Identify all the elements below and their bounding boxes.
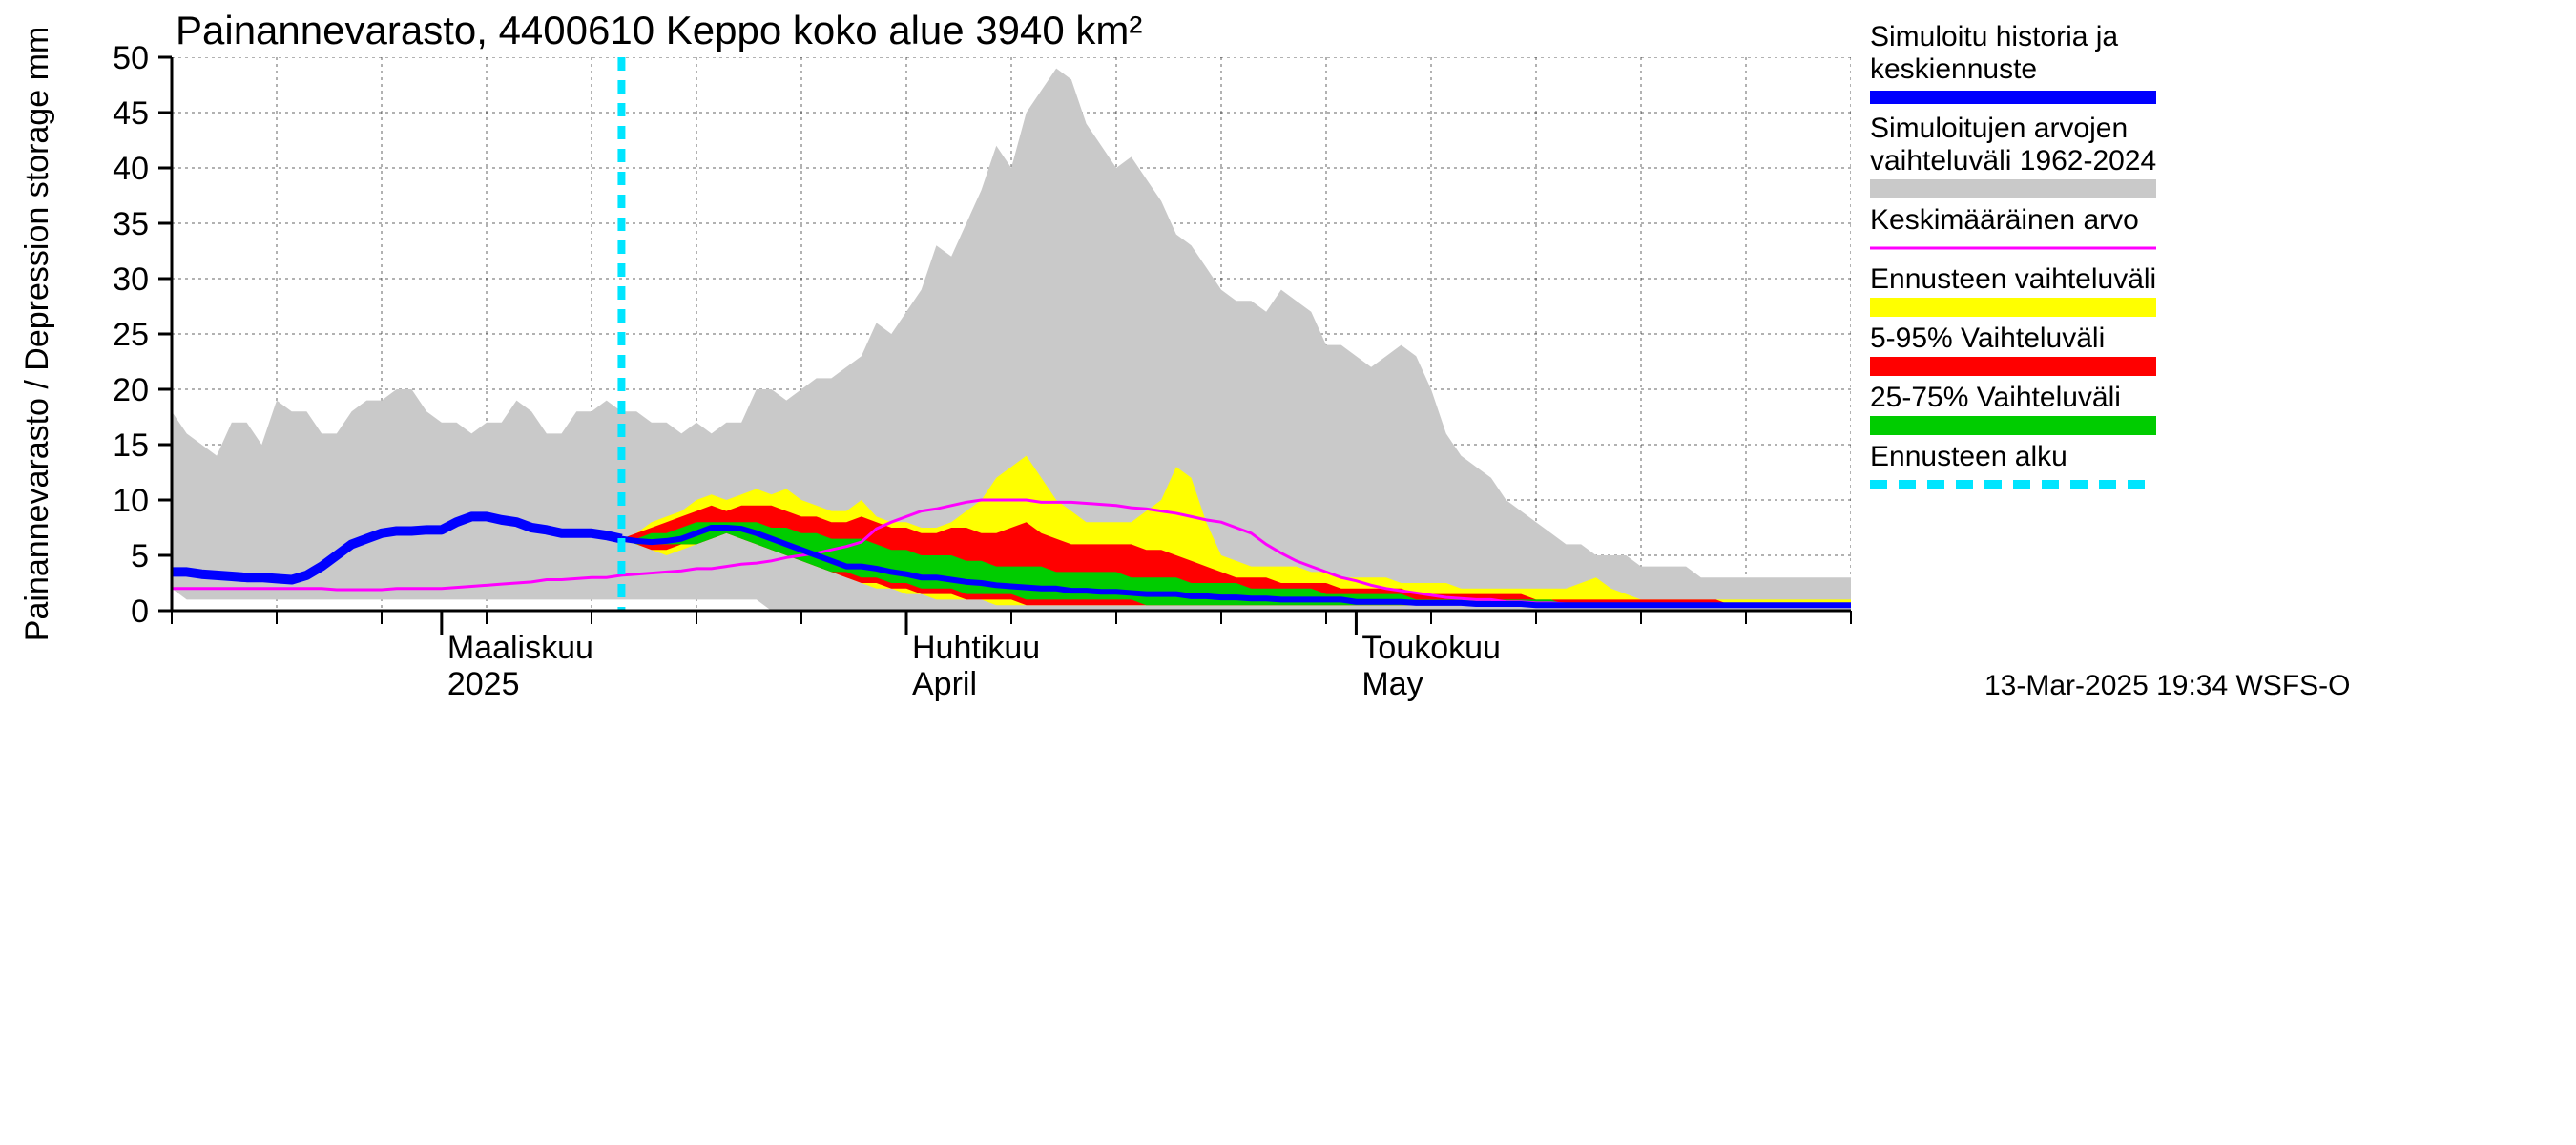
legend-swatch [1870,179,2156,198]
legend-label: vaihteluväli 1962-2024 [1870,145,2156,177]
chart-container: 05101520253035404550Maaliskuu2025Huhtiku… [0,0,2576,1145]
svg-text:50: 50 [113,40,149,76]
svg-text:30: 30 [113,261,149,298]
svg-text:15: 15 [113,427,149,464]
legend-swatch [1870,357,2156,376]
svg-text:Huhtikuu: Huhtikuu [912,630,1040,666]
legend-label: Simuloitu historia ja [1870,21,2118,52]
legend-swatch [1870,416,2156,435]
svg-text:April: April [912,666,977,702]
svg-text:5: 5 [131,538,149,574]
legend-label: Ennusteen alku [1870,441,2067,472]
legend-label: Simuloitujen arvojen [1870,113,2128,144]
chart-title: Painannevarasto, 4400610 Keppo koko alue… [176,8,1142,52]
svg-text:45: 45 [113,95,149,132]
legend-label: 25-75% Vaihteluväli [1870,382,2121,413]
y-axis-label: Painannevarasto / Depression storage mm [19,27,55,641]
legend-label: Ennusteen vaihteluväli [1870,263,2156,295]
svg-text:25: 25 [113,317,149,353]
svg-text:40: 40 [113,151,149,187]
svg-text:0: 0 [131,593,149,630]
svg-text:Toukokuu: Toukokuu [1361,630,1501,666]
svg-text:35: 35 [113,206,149,242]
legend-label: 5-95% Vaihteluväli [1870,323,2105,354]
svg-text:May: May [1361,666,1423,702]
svg-text:2025: 2025 [447,666,520,702]
legend-swatch [1870,298,2156,317]
svg-text:Maaliskuu: Maaliskuu [447,630,593,666]
svg-text:10: 10 [113,483,149,519]
chart-svg: 05101520253035404550Maaliskuu2025Huhtiku… [0,0,2576,1145]
legend-label: keskiennuste [1870,53,2037,85]
svg-text:20: 20 [113,372,149,408]
timestamp-footer: 13-Mar-2025 19:34 WSFS-O [1984,670,2350,701]
legend-label: Keskimääräinen arvo [1870,204,2139,236]
